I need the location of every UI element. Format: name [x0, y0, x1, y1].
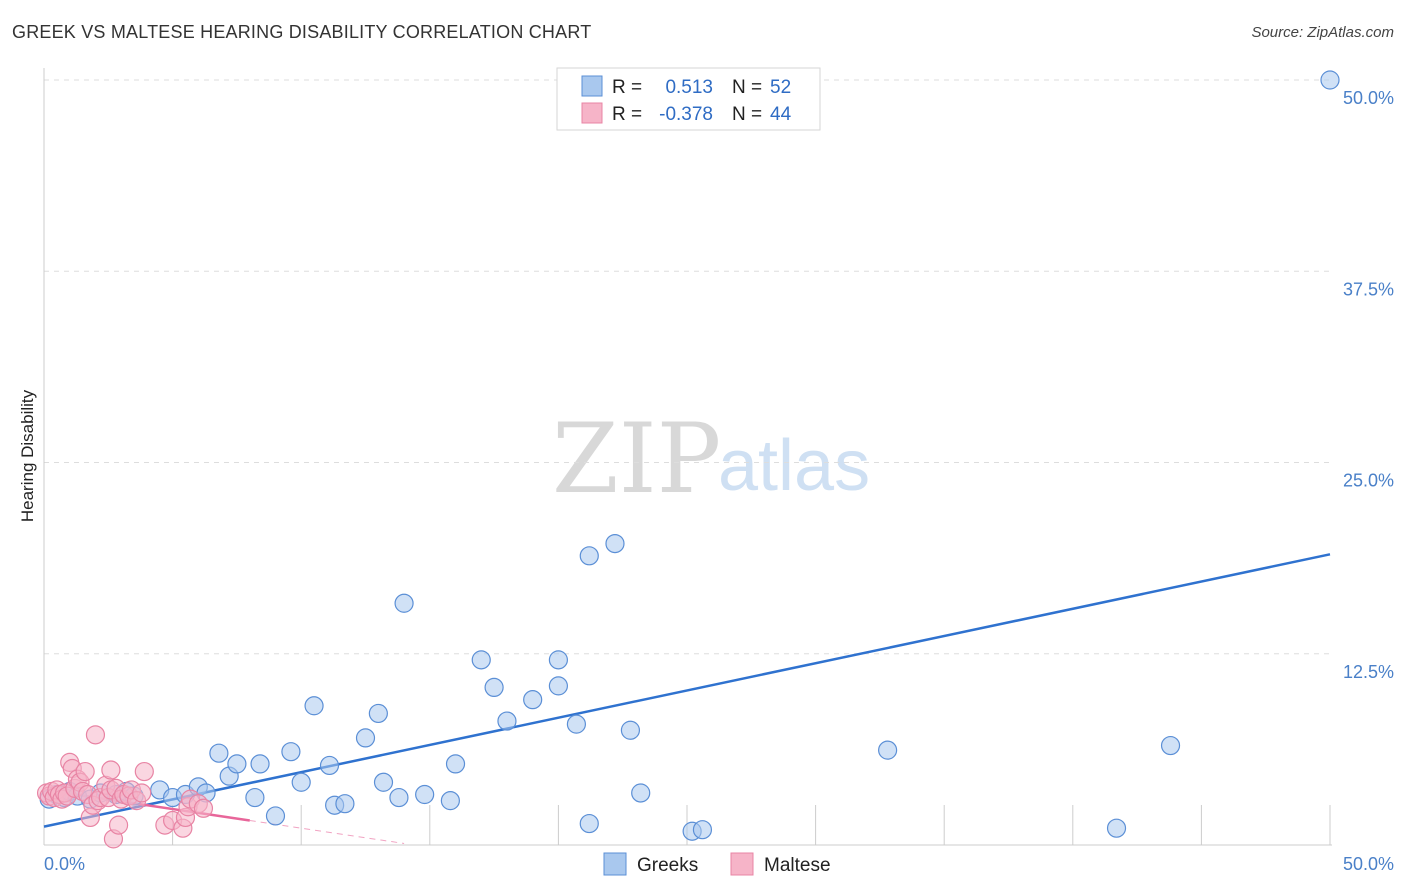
point-greeks	[878, 740, 898, 760]
legend-label-greeks: Greeks	[637, 855, 698, 876]
point-maltese	[193, 798, 214, 818]
axis-layer	[43, 68, 1332, 846]
point-greeks	[1160, 735, 1181, 756]
point-greeks	[368, 703, 388, 724]
greeks-n-label: N =	[732, 77, 762, 98]
point-maltese	[75, 761, 95, 782]
trend-line-greeks	[43, 553, 1331, 828]
point-greeks	[548, 676, 569, 696]
y-tick-label: 37.5%	[1343, 279, 1394, 299]
y-axis-title: Hearing Disability	[18, 389, 37, 522]
point-greeks	[319, 755, 340, 776]
point-greeks	[605, 533, 625, 554]
y-tick-label: 50.0%	[1343, 88, 1394, 108]
x-tick-label-min: 0.0%	[44, 854, 85, 874]
point-greeks	[245, 787, 265, 808]
point-greeks	[335, 794, 355, 814]
stats-legend-swatch-maltese	[581, 102, 603, 124]
chart-title: GREEK VS MALTESE HEARING DISABILITY CORR…	[12, 22, 592, 42]
point-greeks	[566, 714, 587, 734]
point-greeks	[291, 772, 311, 792]
y-tick-label: 12.5%	[1343, 662, 1394, 682]
point-greeks	[1106, 818, 1127, 838]
point-greeks	[250, 754, 270, 774]
point-greeks	[445, 754, 466, 774]
point-greeks	[209, 743, 229, 763]
point-greeks	[304, 696, 324, 716]
maltese-n-label: N =	[732, 104, 762, 125]
legend-swatch-greeks	[603, 852, 627, 876]
scatter-points	[36, 70, 1340, 849]
point-greeks	[497, 711, 517, 731]
watermark-zip: ZIP	[552, 403, 721, 515]
point-maltese	[108, 815, 129, 835]
x-ticks	[43, 805, 1331, 845]
point-greeks	[631, 783, 651, 803]
maltese-r-value: -0.378	[659, 104, 713, 125]
point-greeks	[281, 742, 301, 762]
point-greeks	[484, 677, 504, 698]
point-maltese	[134, 761, 154, 782]
y-tick-label: 25.0%	[1343, 471, 1394, 491]
point-greeks	[440, 791, 460, 811]
point-greeks	[1320, 70, 1340, 90]
point-greeks	[692, 820, 713, 840]
y-tick-labels: 12.5% 25.0% 37.5% 50.0%	[1343, 88, 1394, 682]
point-greeks	[471, 650, 491, 670]
point-greeks	[548, 650, 569, 670]
series-legend: Greeks Maltese	[603, 852, 831, 876]
point-greeks	[415, 784, 435, 805]
greeks-r-value: 0.513	[665, 77, 713, 98]
point-greeks	[620, 720, 641, 740]
legend-label-maltese: Maltese	[764, 855, 831, 876]
point-greeks	[373, 772, 394, 792]
maltese-r-label: R =	[612, 104, 642, 125]
maltese-n-value: 44	[770, 104, 792, 125]
legend-swatch-maltese	[730, 852, 754, 876]
point-greeks	[265, 806, 286, 826]
greeks-r-label: R =	[612, 77, 642, 98]
point-greeks	[394, 593, 414, 613]
grid-layer	[44, 79, 1330, 655]
point-greeks	[579, 546, 599, 566]
point-greeks	[579, 813, 599, 834]
stats-legend: R = 0.513 N = 52 R = -0.378 N = 44	[556, 67, 821, 131]
point-greeks	[227, 754, 247, 774]
watermark-atlas: atlas	[718, 426, 870, 506]
stats-legend-swatch-greeks	[581, 75, 603, 97]
point-maltese	[85, 725, 106, 745]
source-label: Source: ZipAtlas.com	[1251, 24, 1394, 41]
point-greeks	[355, 728, 376, 748]
greeks-n-value: 52	[770, 77, 791, 98]
point-maltese	[101, 760, 121, 780]
trend-lines	[43, 553, 1331, 844]
point-greeks	[389, 787, 409, 808]
point-greeks	[523, 690, 543, 710]
point-maltese	[132, 783, 152, 803]
x-tick-label-max: 50.0%	[1343, 854, 1394, 874]
